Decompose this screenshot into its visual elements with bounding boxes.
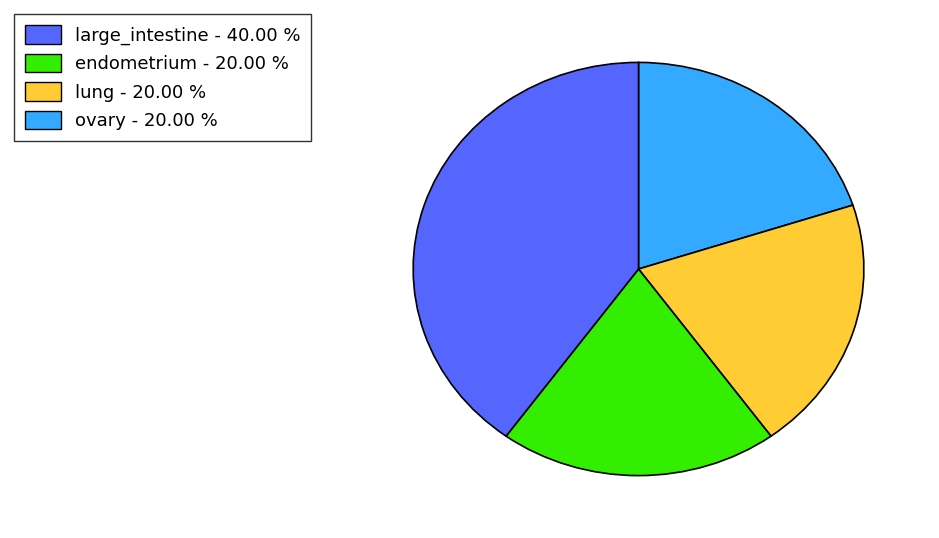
Wedge shape bbox=[639, 62, 853, 269]
Legend: large_intestine - 40.00 %, endometrium - 20.00 %, lung - 20.00 %, ovary - 20.00 : large_intestine - 40.00 %, endometrium -… bbox=[14, 15, 312, 141]
Wedge shape bbox=[413, 62, 639, 436]
Wedge shape bbox=[506, 269, 771, 476]
Wedge shape bbox=[639, 205, 864, 436]
